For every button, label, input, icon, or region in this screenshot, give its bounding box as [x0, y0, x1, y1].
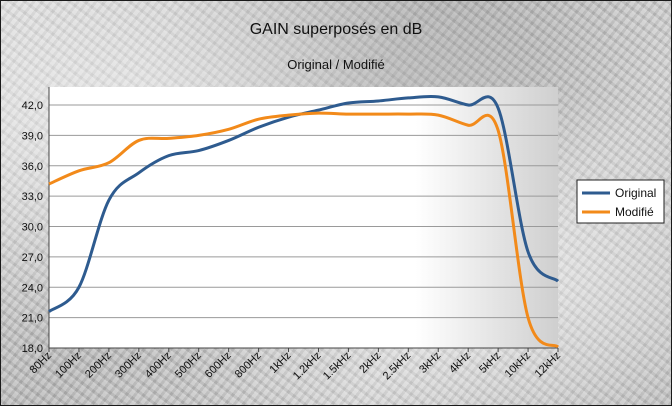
y-tick-label: 39,0 — [22, 130, 43, 142]
x-tick-label: 4kHz — [447, 350, 473, 376]
y-tick-label: 33,0 — [22, 191, 43, 203]
x-tick-label: 1.2kHz — [291, 350, 324, 383]
x-tick-label: 200Hz — [83, 350, 114, 381]
x-tick-label: 12kHz — [533, 350, 564, 381]
legend: Original Modifié — [576, 179, 665, 224]
x-tick-label: 5kHz — [477, 350, 503, 376]
x-tick-label: 2kHz — [357, 350, 383, 376]
y-tick-label: 27,0 — [22, 252, 43, 264]
y-tick-label: 30,0 — [22, 222, 43, 234]
y-tick-label: 36,0 — [22, 161, 43, 173]
legend-label-original: Original — [615, 186, 656, 200]
x-tick-label: 2.5kHz — [381, 350, 414, 383]
x-tick-label: 100Hz — [53, 350, 84, 381]
y-tick-label: 18,0 — [22, 343, 43, 355]
x-tick-label: 10kHz — [503, 350, 534, 381]
x-tick-label: 400Hz — [143, 350, 174, 381]
chart-title: GAIN superposés en dB — [250, 21, 423, 38]
chart-subtitle: Original / Modifié — [287, 57, 385, 72]
x-tick-label: 800Hz — [233, 350, 264, 381]
series-lines — [48, 94, 560, 349]
x-tick-label: 3kHz — [417, 350, 443, 376]
gridlines — [49, 104, 558, 349]
series-line-modifie — [48, 111, 560, 349]
legend-box — [576, 179, 665, 224]
x-tick-label: 600Hz — [203, 350, 234, 381]
y-tick-label: 24,0 — [22, 282, 43, 294]
x-tick-label: 300Hz — [113, 350, 144, 381]
legend-label-modifie: Modifié — [615, 205, 654, 219]
y-tick-label: 21,0 — [22, 313, 43, 325]
x-tick-label: 500Hz — [173, 350, 204, 381]
y-tick-label: 42,0 — [22, 100, 43, 112]
x-tick-label: 1.5kHz — [321, 350, 354, 383]
plot-area — [49, 87, 558, 348]
x-tick-label: 1kHz — [267, 350, 293, 376]
